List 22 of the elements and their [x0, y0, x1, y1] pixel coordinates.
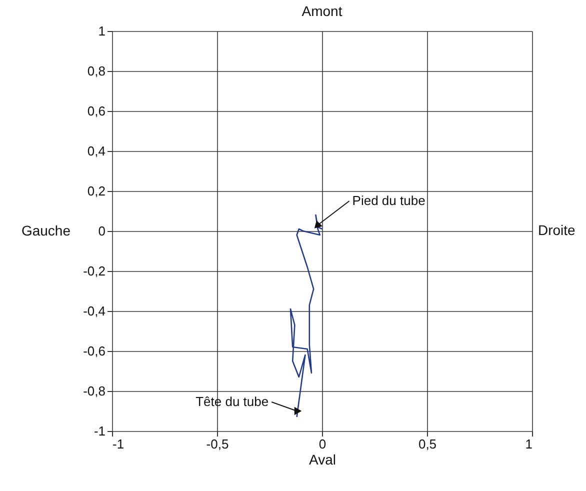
y-tick-label: 0,8 — [87, 64, 106, 78]
x-tick-label: -1 — [112, 436, 124, 452]
chart-title: Amont — [302, 3, 342, 19]
y-tick-label: 0,6 — [87, 104, 106, 118]
y-tick-label: 0,4 — [87, 144, 106, 158]
y-tick-label: 0 — [98, 224, 106, 238]
x-tick-label: 0,5 — [418, 436, 437, 452]
x-tick-label: -0,5 — [206, 436, 229, 452]
y-tick-label: 0,2 — [87, 184, 106, 198]
y-tick-label: -1 — [94, 424, 106, 438]
line-series — [290, 214, 323, 418]
y-axis-title: Gauche — [21, 222, 71, 238]
x-tick-label: 1 — [525, 436, 532, 452]
y-tick-label: 1 — [98, 24, 106, 38]
y-tick-label: -0,4 — [83, 304, 106, 318]
y2-axis-title: Droite — [538, 222, 576, 238]
y-tick-label: -0,2 — [83, 264, 106, 278]
x-axis-title: Aval — [309, 452, 336, 468]
x-tick-label: 0 — [318, 436, 326, 452]
annotation: Pied du tube — [352, 193, 426, 208]
y-tick-label: -0,8 — [83, 384, 106, 398]
y-tick-label: -0,6 — [83, 344, 106, 358]
